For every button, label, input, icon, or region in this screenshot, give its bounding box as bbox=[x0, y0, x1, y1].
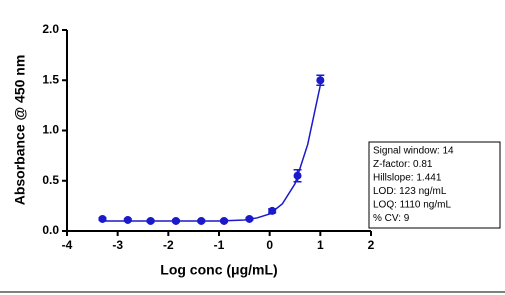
y-tick-label: 1.5 bbox=[42, 72, 59, 86]
stats-line: % CV: 9 bbox=[373, 213, 410, 224]
stats-line: LOQ: 1110 ng/mL bbox=[373, 200, 451, 211]
stats-line: Z-factor: 0.81 bbox=[373, 159, 433, 170]
x-tick-label: 1 bbox=[317, 238, 324, 252]
y-tick-label: 1.0 bbox=[42, 123, 59, 137]
data-point bbox=[220, 216, 229, 225]
fit-curve bbox=[102, 85, 322, 222]
x-tick-label: -4 bbox=[62, 238, 73, 252]
data-point bbox=[146, 216, 155, 225]
x-tick-label: -1 bbox=[214, 238, 225, 252]
data-point bbox=[245, 214, 254, 223]
data-point bbox=[123, 215, 132, 224]
stats-line: LOD: 123 ng/mL bbox=[373, 186, 447, 197]
stats-box bbox=[368, 141, 501, 229]
data-point bbox=[316, 76, 325, 85]
data-point bbox=[98, 214, 107, 223]
data-point bbox=[171, 216, 180, 225]
data-point bbox=[293, 171, 302, 180]
x-tick-label: -3 bbox=[112, 238, 123, 252]
x-tick-label: 2 bbox=[368, 238, 375, 252]
x-tick-label: -2 bbox=[163, 238, 174, 252]
data-point bbox=[197, 216, 206, 225]
stats-line: Hillslope: 1.441 bbox=[373, 173, 442, 184]
y-tick-label: 0.5 bbox=[42, 173, 59, 187]
y-tick-label: 2.0 bbox=[42, 22, 59, 36]
stats-line: Signal window: 14 bbox=[373, 146, 454, 157]
data-point bbox=[268, 206, 277, 215]
x-axis-title: Log conc (μg/mL) bbox=[160, 262, 277, 278]
x-tick-label: 0 bbox=[266, 238, 273, 252]
y-tick-label: 0.0 bbox=[42, 223, 59, 237]
y-axis-title: Absorbance @ 450 nm bbox=[12, 55, 28, 206]
